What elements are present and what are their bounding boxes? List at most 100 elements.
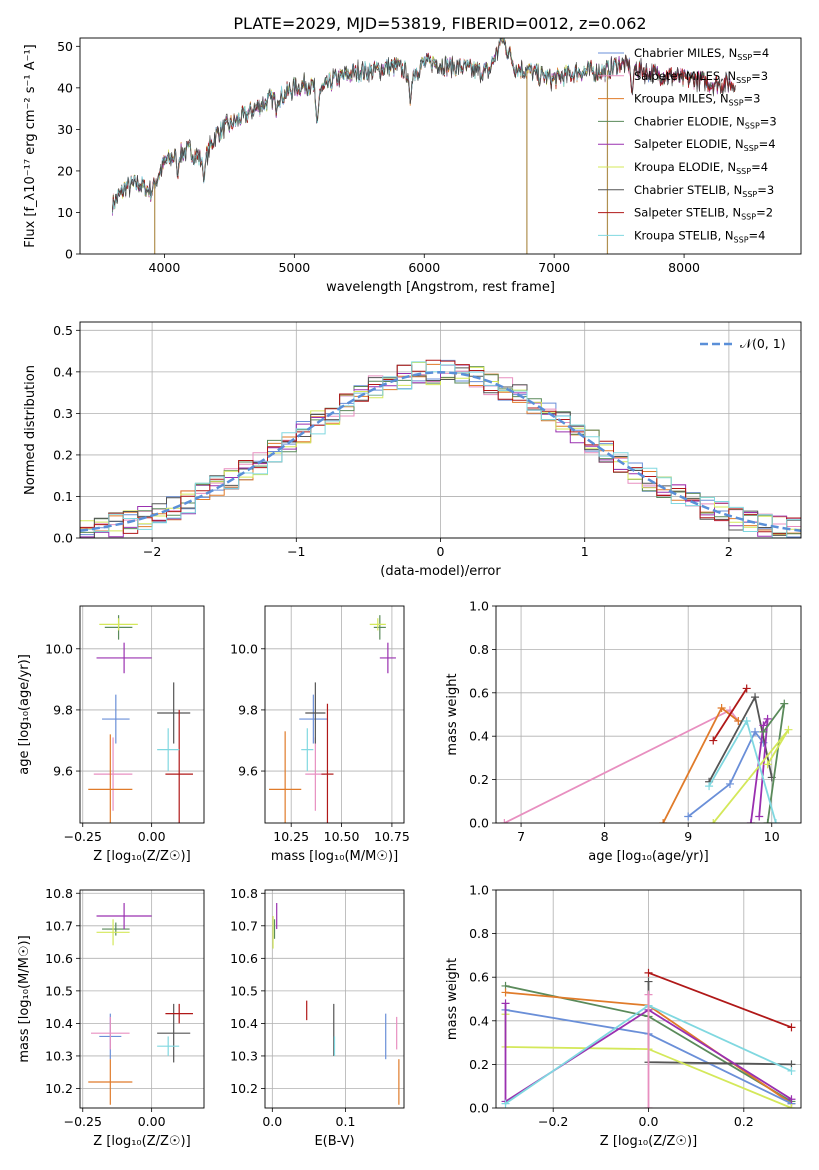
weight-marker: [751, 727, 760, 736]
y-tick-label: 9.8: [238, 702, 258, 717]
y-tick-label: 0.6: [469, 970, 489, 985]
x-axis-label: mass [log₁₀(M/M☉)]: [271, 849, 398, 864]
x-tick-label: 0.1: [336, 1114, 356, 1129]
weight-marker: [644, 1104, 653, 1108]
x-tick-label: 10: [764, 829, 780, 844]
weight-marker: [709, 736, 718, 745]
x-axis-label: Z [log₁₀(Z/Z☉)]: [93, 849, 190, 864]
y-tick-label: 10.7: [230, 918, 258, 933]
weight-marker: [784, 725, 793, 734]
legend-entry: Chabrier STELIB, NSSP=3: [634, 183, 774, 199]
axes-frame: [79, 321, 802, 539]
y-tick-label: 20: [57, 163, 73, 178]
x-axis-label: wavelength [Angstrom, rest frame]: [326, 280, 555, 295]
spectrum-panel: 4000 5000 6000 7000 8000 0 10 20 30 40 50 wavelengt…: [23, 37, 802, 295]
weight-marker: [501, 1099, 510, 1108]
weight-marker: [787, 1066, 796, 1075]
weight-marker: [763, 714, 772, 723]
histogram-series: [80, 361, 801, 538]
x-tick-label: 2: [725, 544, 733, 559]
y-tick-label: 10.2: [45, 1081, 73, 1096]
x-tick-label: −2: [143, 544, 161, 559]
y-tick-label: 10.0: [230, 641, 258, 656]
x-axis-label: Z [log₁₀(Z/Z☉)]: [93, 1134, 190, 1149]
y-tick-label: 0.6: [469, 685, 489, 700]
y-tick-label: 10.6: [230, 951, 258, 966]
legend-entry: Chabrier MILES, NSSP=4: [634, 46, 769, 62]
y-tick-label: 0.8: [469, 642, 489, 657]
weight-series-line: [503, 709, 740, 823]
y-tick-label: 30: [57, 122, 73, 137]
y-tick-label: 10.4: [230, 1016, 258, 1031]
mass_vs_Z-panel: −0.25 0.00 10.2 10.3 10.4 10.5 10.6 10.7 10.8 Z […: [17, 886, 205, 1149]
axes-frame: [264, 605, 405, 824]
weight-series-line: [750, 718, 769, 823]
legend-entry: Kroupa ELODIE, NSSP=4: [634, 160, 768, 176]
y-tick-label: 0.2: [469, 1057, 489, 1072]
y-tick-label: 10.4: [45, 1016, 73, 1031]
weight-marker: [755, 812, 764, 821]
y-tick-label: 10.3: [230, 1048, 258, 1063]
legend-entry: Chabrier ELODIE, NSSP=3: [634, 114, 777, 130]
x-tick-label: −0.2: [538, 1114, 568, 1129]
x-tick-label: 8: [601, 829, 609, 844]
legend-entry: Kroupa MILES, NSSP=3: [634, 92, 760, 108]
y-tick-label: 10.3: [45, 1048, 73, 1063]
y-tick-label: 10: [57, 205, 73, 220]
y-tick-label: 1.0: [469, 883, 489, 898]
x-tick-label: 7000: [538, 260, 570, 275]
residuals-panel: −2 −1 0 1 2 0.0 0.1 0.2 0.3 0.4 0.5 (data-model)/er…: [23, 321, 802, 579]
y-tick-label: 0.5: [53, 323, 73, 338]
weight-marker: [742, 684, 751, 693]
x-tick-label: 0.00: [138, 829, 166, 844]
weight-marker: [644, 977, 653, 986]
weight-marker: [705, 782, 714, 791]
x-tick-label: 0.0: [262, 1114, 282, 1129]
y-tick-label: 10.2: [230, 1081, 258, 1096]
x-tick-label: 9: [684, 829, 692, 844]
weight-marker: [684, 812, 693, 821]
y-tick-label: 10.8: [45, 886, 73, 901]
y-axis-label: Flux [f_λ10⁻¹⁷ erg cm⁻² s⁻¹ A⁻¹]: [23, 44, 38, 248]
y-tick-label: 0.4: [469, 729, 489, 744]
x-tick-label: 0.0: [639, 1114, 659, 1129]
x-tick-label: −0.25: [64, 829, 102, 844]
weight_vs_age-panel: 7 8 9 10 0.0 0.2 0.4 0.6 0.8 1.0 age [log₁₀(age/yr…: [445, 599, 802, 864]
y-tick-label: 0.1: [53, 489, 73, 504]
axes-frame: [79, 889, 205, 1109]
y-tick-label: 9.6: [53, 764, 73, 779]
y-tick-label: 0.3: [53, 406, 73, 421]
age_vs_Z-panel: −0.25 0.00 9.6 9.8 10.0 Z [log₁₀(Z/Z☉)] age [l…: [17, 605, 205, 864]
y-tick-label: 10.5: [230, 983, 258, 998]
weight-marker: [787, 1023, 796, 1032]
y-tick-label: 10.0: [45, 641, 73, 656]
y-tick-label: 0.0: [53, 531, 73, 546]
y-tick-label: 1.0: [469, 599, 489, 614]
weight-marker: [771, 819, 780, 823]
y-axis-label: age [log₁₀(age/yr)]: [17, 654, 32, 775]
y-tick-label: 10.8: [230, 886, 258, 901]
y-tick-label: 0.4: [53, 364, 73, 379]
spectrum-data-line: [112, 38, 736, 213]
x-tick-label: 4000: [149, 260, 181, 275]
y-tick-label: 0.8: [469, 926, 489, 941]
y-tick-label: 0.4: [469, 1013, 489, 1028]
weight_vs_Z-panel: −0.2 0.0 0.2 0.0 0.2 0.4 0.6 0.8 1.0 Z [log₁₀(Z/Z…: [445, 883, 802, 1149]
weight-marker: [734, 717, 743, 726]
figure-title: PLATE=2029, MJD=53819, FIBERID=0012, z=0…: [233, 14, 646, 33]
age_vs_mass-panel: 10.25 10.50 10.75 9.6 9.8 10.0 mass [log₁₀(M/M…: [230, 605, 410, 864]
x-tick-label: 0.00: [138, 1114, 166, 1129]
y-tick-label: 40: [57, 80, 73, 95]
x-tick-label: 0: [437, 544, 445, 559]
weight-marker: [501, 988, 510, 997]
mass_vs_ebv-panel: 0.0 0.1 10.2 10.3 10.4 10.5 10.6 10.7 10.8 E(B-V): [230, 886, 405, 1149]
legend-entry: Salpeter MILES, NSSP=3: [634, 69, 768, 85]
weight-marker: [644, 968, 653, 977]
weight-marker: [501, 999, 510, 1008]
legend-entry: Salpeter ELODIE, NSSP=4: [634, 137, 776, 153]
x-tick-label: 6000: [408, 260, 440, 275]
weight-marker: [659, 819, 668, 823]
x-tick-label: 5000: [278, 260, 310, 275]
y-axis-label: Normed distribution: [23, 365, 38, 495]
